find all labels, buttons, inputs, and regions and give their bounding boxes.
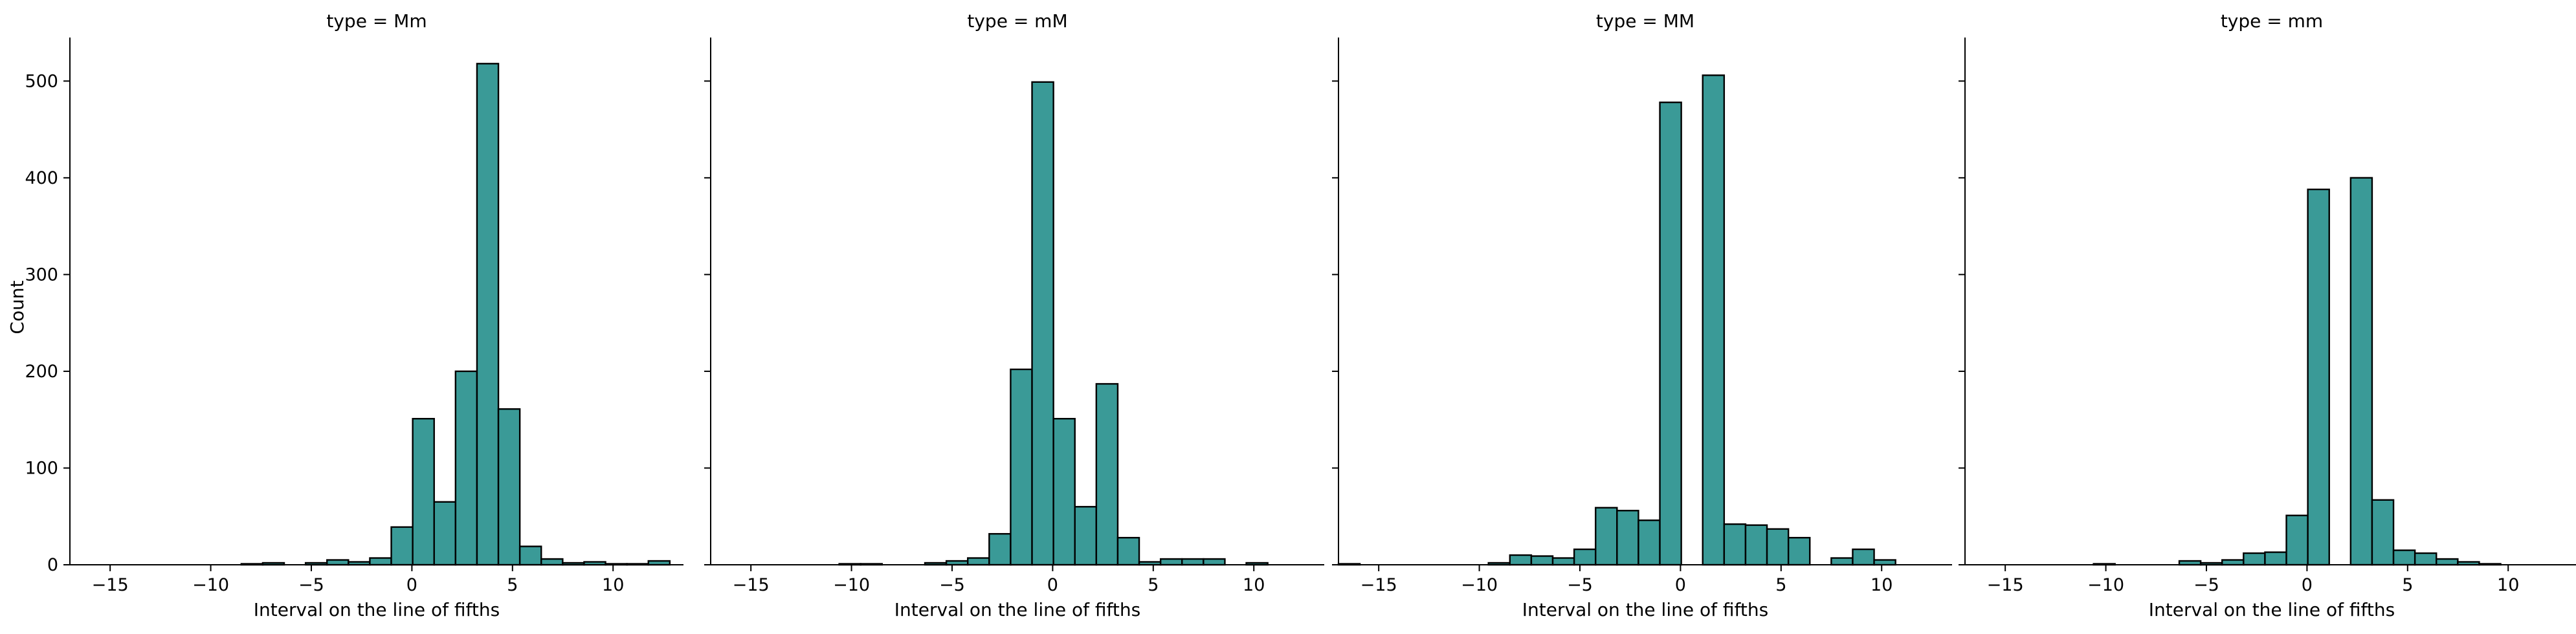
x-tick-label: 10 (1243, 575, 1265, 595)
x-tick-label: −10 (1461, 575, 1498, 595)
histogram-bar (1595, 507, 1618, 566)
facet-panel: type = mM −15 −10 −5 0 5 10 Interval on the lin… (704, 10, 1324, 620)
histogram-bar (540, 558, 564, 566)
histogram-bar (390, 526, 414, 566)
histogram-bar (1116, 536, 1140, 566)
histogram-bar (988, 532, 1012, 566)
histogram-bar (1766, 528, 1790, 566)
x-tick-label: 0 (2302, 575, 2313, 595)
histogram-bar (1723, 523, 1747, 566)
panel-title: type = Mm (326, 10, 427, 32)
facet-panel: type = Mm−15 −10 −5 0 5 100100200300400500Int… (25, 10, 683, 620)
histogram-bar (1095, 383, 1119, 566)
y-tick-label: 400 (25, 168, 58, 188)
histogram-bar (2285, 514, 2309, 566)
x-tick-label: −5 (1567, 575, 1593, 595)
x-tick-label: 10 (2497, 575, 2519, 595)
y-tick-label: 200 (25, 362, 58, 382)
x-tick-label: −15 (92, 575, 129, 595)
histogram-bar (2349, 177, 2373, 566)
x-tick-label: 5 (507, 575, 518, 595)
histogram-bar (1010, 368, 1033, 566)
panel-title: type = MM (1596, 10, 1694, 32)
histogram-bar (1530, 555, 1554, 566)
histogram-bar (369, 557, 392, 566)
histogram-bar (967, 557, 990, 566)
x-tick-label: −5 (939, 575, 965, 595)
histogram-bar (454, 370, 478, 566)
histogram-bar (1551, 557, 1575, 566)
panel-title: type = mM (967, 10, 1067, 32)
histogram-bar (2264, 551, 2287, 566)
histogram-bar (1852, 548, 1875, 566)
x-tick-label: 0 (406, 575, 417, 595)
x-tick-label: −15 (733, 575, 770, 595)
histogram-bar (1659, 101, 1682, 566)
x-tick-label: −15 (1987, 575, 2024, 595)
histogram-bar (1744, 524, 1768, 566)
histogram-bar (1074, 506, 1098, 566)
histogram-bar (2243, 552, 2266, 566)
x-axis-label: Interval on the line of fifths (894, 599, 1140, 620)
y-tick-label: 0 (47, 555, 58, 575)
x-tick-label: 5 (2402, 575, 2413, 595)
histogram-bar (1787, 536, 1811, 566)
y-axis-label: Count (6, 280, 28, 334)
histogram-bar (476, 63, 500, 566)
histogram-bar (2221, 559, 2245, 566)
histogram-bar (1509, 554, 1533, 566)
x-tick-label: −15 (1360, 575, 1397, 595)
x-tick-label: 5 (1148, 575, 1159, 595)
histogram-bar (2414, 552, 2437, 566)
x-tick-label: 10 (1871, 575, 1893, 595)
histogram-bar (1873, 559, 1896, 566)
histogram-bar (1031, 81, 1054, 566)
histogram-bar (1830, 557, 1854, 566)
x-axis-label: Interval on the line of fifths (1522, 599, 1768, 620)
y-tick-label: 100 (25, 458, 58, 478)
histogram-bar (1702, 74, 1726, 566)
x-tick-label: −10 (2087, 575, 2124, 595)
x-tick-label: −5 (2193, 575, 2219, 595)
histogram-bar (412, 417, 435, 566)
x-tick-label: 0 (1675, 575, 1686, 595)
histogram-bar (2371, 499, 2395, 566)
histogram-bar (326, 559, 350, 566)
histogram-bar (1616, 510, 1639, 566)
histogram-bar (1573, 548, 1597, 566)
facet-panel: type = mm −15 −10 −5 0 5 10 Interval on the lin… (1959, 10, 2576, 620)
panel-title: type = mm (2221, 10, 2323, 32)
histogram-bar (2392, 549, 2416, 566)
histogram-bar (1203, 558, 1226, 566)
histogram-bar (1181, 558, 1205, 566)
x-tick-label: 10 (602, 575, 624, 595)
histogram-bar (518, 545, 542, 566)
y-tick-label: 300 (25, 265, 58, 285)
histogram-bar (2307, 188, 2330, 566)
histogram-bar (497, 408, 521, 566)
x-tick-label: −5 (298, 575, 324, 595)
y-tick-label: 500 (25, 71, 58, 91)
x-tick-label: 5 (1775, 575, 1786, 595)
histogram-bar (1159, 558, 1183, 566)
x-tick-label: −10 (833, 575, 870, 595)
facet-panel: type = MM −15 −10 −5 0 5 10 Interval on the lin… (1332, 10, 1952, 620)
histogram-bar (2436, 558, 2459, 566)
x-axis-label: Interval on the line of fifths (2149, 599, 2395, 620)
histogram-bar (1052, 417, 1076, 566)
histogram-bar (433, 501, 457, 566)
histogram-bar (1638, 519, 1661, 566)
x-tick-label: −10 (192, 575, 229, 595)
x-tick-label: 0 (1047, 575, 1058, 595)
x-axis-label: Interval on the line of fifths (254, 599, 500, 620)
